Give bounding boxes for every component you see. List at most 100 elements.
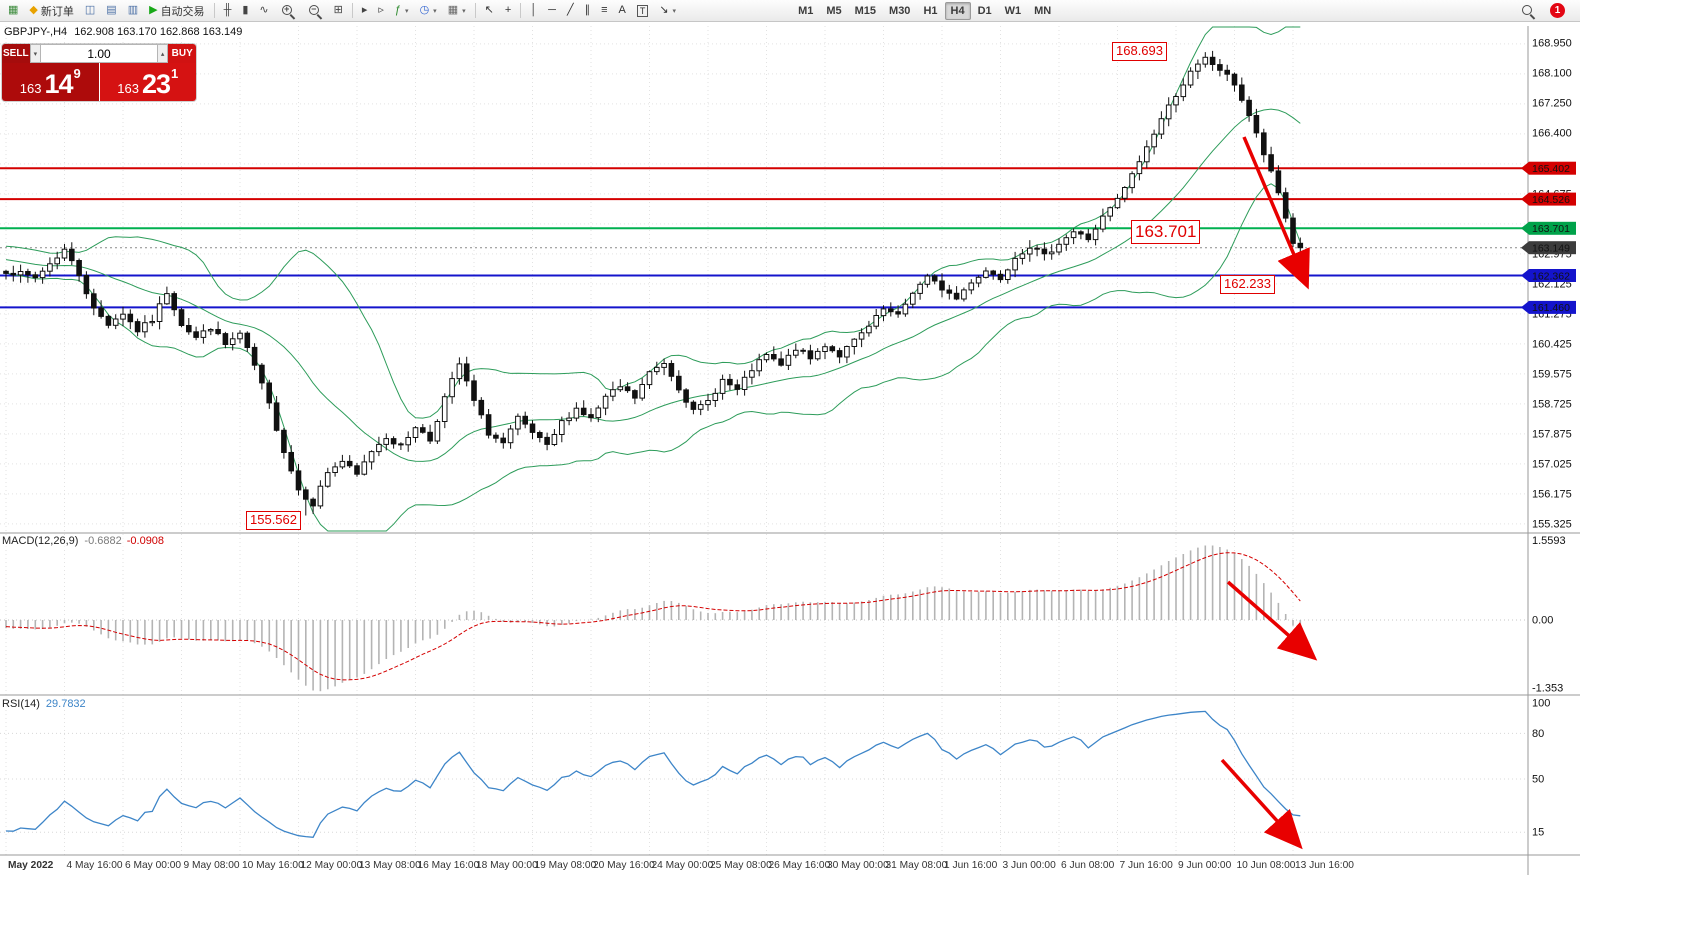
indicators-icon[interactable]: ƒ ▾ [390, 1, 414, 20]
timeframe-button-w1[interactable]: W1 [999, 2, 1028, 20]
timeframe-button-m5[interactable]: M5 [820, 2, 847, 20]
price-tag-165.402: 165.402 [1521, 161, 1576, 175]
timeframe-button-d1[interactable]: D1 [972, 2, 998, 20]
price-callout[interactable]: 168.693 [1112, 42, 1167, 61]
svg-text:13 May 08:00: 13 May 08:00 [359, 860, 421, 871]
buy-button[interactable]: BUY [168, 44, 196, 63]
svg-text:16 May 16:00: 16 May 16:00 [418, 860, 480, 871]
timeframe-button-m30[interactable]: M30 [883, 2, 916, 20]
vertical-line-icon[interactable]: │ [525, 1, 542, 20]
svg-text:157.875: 157.875 [1532, 428, 1572, 440]
new-chart-icon[interactable]: ▦ [3, 1, 23, 20]
zoom-in-icon[interactable]: + [275, 1, 301, 20]
chart-canvas[interactable]: 168.950168.100167.250166.400164.675162.9… [0, 0, 1580, 944]
svg-text:19 May 08:00: 19 May 08:00 [535, 860, 597, 871]
toolbar-separator [474, 3, 476, 18]
text-label-icon[interactable]: T [632, 1, 654, 20]
svg-text:168.950: 168.950 [1532, 38, 1572, 50]
rsi-line [5, 710, 1301, 838]
search-icon[interactable] [1515, 1, 1541, 20]
svg-text:162.362: 162.362 [1532, 270, 1570, 282]
volume-down-button[interactable]: ▾ [29, 44, 42, 63]
svg-text:31 May 08:00: 31 May 08:00 [886, 860, 948, 871]
chart-shift-icon[interactable]: ▹ [373, 1, 389, 20]
chart-ohlc-header: GBPJPY-,H4 162.908 163.170 162.868 163.14… [4, 26, 242, 38]
tile-windows-icon[interactable]: ⊞ [329, 1, 348, 20]
svg-text:May 2022: May 2022 [8, 860, 54, 871]
cursor-icon[interactable]: ↖ [480, 1, 499, 20]
trend-arrow[interactable] [1220, 758, 1303, 850]
svg-text:10 Jun 08:00: 10 Jun 08:00 [1237, 860, 1296, 871]
crosshair-icon[interactable]: + [500, 1, 516, 20]
svg-text:80: 80 [1532, 728, 1544, 740]
svg-text:4 May 16:00: 4 May 16:00 [67, 860, 123, 871]
zoom-out-icon[interactable]: − [302, 1, 328, 20]
arrows-icon[interactable]: ↘ ▾ [654, 1, 681, 20]
new-order-button[interactable]: ◆ 新订单 [24, 1, 78, 20]
trendline-icon[interactable]: ╱ [562, 1, 579, 20]
period-icon[interactable]: ◷ ▾ [415, 1, 442, 20]
svg-text:158.725: 158.725 [1532, 398, 1572, 410]
timeframe-button-mn[interactable]: MN [1028, 2, 1057, 20]
candlestick-chart-type-icon[interactable]: ▮ [237, 1, 253, 20]
price-tag-163.149: 163.149 [1521, 241, 1576, 255]
price-callout[interactable]: 162.233 [1220, 275, 1275, 294]
price-tag-164.526: 164.526 [1521, 192, 1576, 206]
timeframe-button-h1[interactable]: H1 [917, 2, 943, 20]
time-axis-labels[interactable]: May 2022 4 May 16:00 6 May 00:00 9 May 08:0… [8, 860, 1354, 871]
svg-text:156.175: 156.175 [1532, 488, 1572, 500]
svg-text:164.526: 164.526 [1532, 194, 1570, 206]
svg-text:24 May 00:00: 24 May 00:00 [652, 860, 714, 871]
svg-text:20 May 16:00: 20 May 16:00 [593, 860, 655, 871]
candlesticks [3, 50, 1304, 516]
timeframe-button-m15[interactable]: M15 [849, 2, 882, 20]
timeframe-button-m1[interactable]: M1 [792, 2, 819, 20]
svg-text:6 Jun 08:00: 6 Jun 08:00 [1061, 860, 1115, 871]
svg-text:26 May 16:00: 26 May 16:00 [769, 860, 831, 871]
channel-icon[interactable]: ∥ [580, 1, 596, 20]
ohlc-values: 162.908 163.170 162.868 163.149 [74, 26, 243, 38]
price-axis-labels[interactable]: 168.950168.100167.250166.400164.675162.9… [1532, 38, 1572, 839]
svg-text:13 Jun 16:00: 13 Jun 16:00 [1295, 860, 1354, 871]
order-panel-controls: SELL ▾ ▴ BUY [2, 44, 196, 63]
price-callout[interactable]: 163.701 [1131, 220, 1201, 245]
svg-text:167.250: 167.250 [1532, 98, 1572, 110]
buy-price[interactable]: 163 23 1 [99, 63, 196, 101]
trend-arrow[interactable] [1242, 136, 1310, 290]
notification-badge[interactable]: 1 [1550, 3, 1565, 18]
price-tag-163.701: 163.701 [1521, 221, 1576, 235]
volume-input[interactable] [41, 44, 157, 63]
svg-text:6 May 00:00: 6 May 00:00 [125, 860, 181, 871]
svg-text:160.425: 160.425 [1532, 338, 1572, 350]
svg-text:3 Jun 00:00: 3 Jun 00:00 [1003, 860, 1057, 871]
macd-signal-line [5, 552, 1301, 681]
text-icon[interactable]: A [613, 1, 630, 20]
toolbar-separator [351, 3, 353, 18]
chart-profiles-icon[interactable]: ◫ [80, 1, 100, 20]
macd-label: MACD(12,26,9) -0.6882 -0.0908 [2, 535, 165, 547]
bar-chart-type-icon[interactable]: ╫ [219, 1, 237, 20]
svg-text:12 May 00:00: 12 May 00:00 [301, 860, 363, 871]
autotrading-button[interactable]: ▶ 自动交易 [144, 1, 209, 20]
volume-up-button[interactable]: ▴ [156, 44, 169, 63]
fibonacci-icon[interactable]: ≡ [596, 1, 612, 20]
market-watch-icon[interactable]: ▤ [101, 1, 121, 20]
svg-text:30 May 00:00: 30 May 00:00 [827, 860, 889, 871]
timeframe-button-h4[interactable]: H4 [944, 1, 971, 20]
svg-text:163.701: 163.701 [1532, 223, 1570, 235]
svg-text:-1.353: -1.353 [1532, 683, 1563, 695]
line-chart-type-icon[interactable]: ∿ [254, 1, 273, 20]
sell-price[interactable]: 163 14 9 [2, 63, 99, 101]
svg-text:25 May 08:00: 25 May 08:00 [710, 860, 772, 871]
sell-button[interactable]: SELL [2, 44, 30, 63]
price-callout[interactable]: 155.562 [246, 511, 301, 530]
auto-scroll-icon[interactable]: ▸ [357, 1, 373, 20]
horizontal-line-icon[interactable]: ─ [543, 1, 561, 20]
template-icon[interactable]: ▦ ▾ [443, 1, 471, 20]
toolbar-separator [520, 3, 522, 18]
navigator-icon[interactable]: ▥ [123, 1, 143, 20]
svg-text:168.100: 168.100 [1532, 68, 1572, 80]
trend-arrow[interactable] [1226, 580, 1318, 661]
svg-text:155.325: 155.325 [1532, 518, 1572, 530]
